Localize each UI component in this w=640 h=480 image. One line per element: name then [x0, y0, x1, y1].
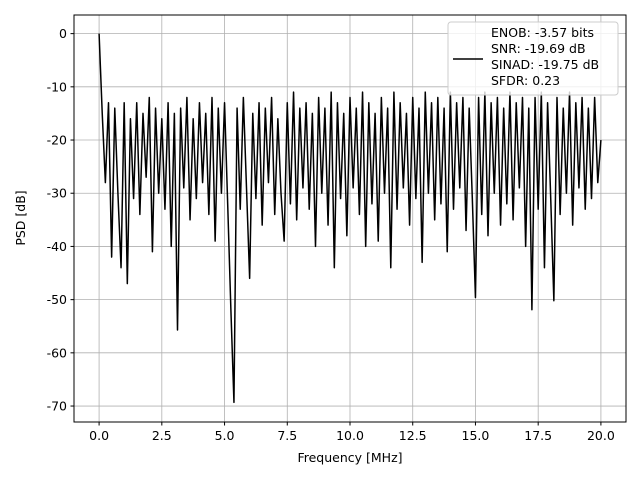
y-tick-label: -40	[47, 239, 67, 254]
plot-area	[98, 33, 602, 404]
x-tick-label: 2.5	[152, 428, 172, 443]
x-tick-label: 17.5	[524, 428, 552, 443]
y-tick-label: 0	[59, 26, 67, 41]
y-tick-label: -60	[47, 345, 67, 360]
x-tick-label: 10.0	[336, 428, 364, 443]
y-tick-label: -30	[47, 186, 67, 201]
legend-box	[447, 21, 619, 96]
y-tick-label: -50	[47, 292, 67, 307]
x-tick-label: 12.5	[399, 428, 427, 443]
legend-label: ENOB: -3.57 bits SNR: -19.69 dB SINAD: -…	[491, 25, 600, 88]
x-tick-label: 15.0	[462, 428, 490, 443]
x-tick-label: 5.0	[215, 428, 235, 443]
x-tick-label: 0.0	[89, 428, 109, 443]
y-tick-label: -20	[47, 133, 67, 148]
x-tick-label: 20.0	[587, 428, 615, 443]
y-axis-label: PSD [dB]	[13, 190, 28, 245]
data-line	[98, 33, 602, 404]
y-tick-label: -70	[47, 399, 67, 414]
y-tick-label: -10	[47, 79, 67, 94]
x-tick-label: 7.5	[277, 428, 297, 443]
legend	[447, 21, 619, 96]
ticks: 0.0 2.5 5.0 7.5 10.0 12.5 15.0 17.5 20.0 0 -10 -20 -…	[47, 26, 615, 443]
x-axis-label: Frequency [MHz]	[297, 450, 402, 465]
